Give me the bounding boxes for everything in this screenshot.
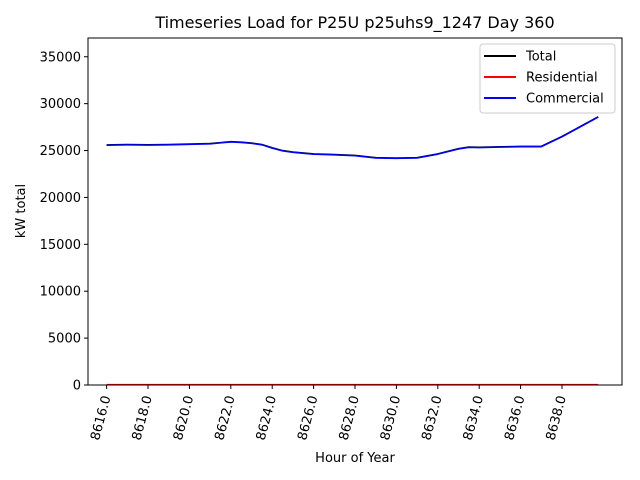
x-tick-label: 8620.0 <box>171 394 197 442</box>
x-tick-label: 8618.0 <box>130 394 156 442</box>
x-axis-label: Hour of Year <box>315 451 395 466</box>
x-tick-label: 8636.0 <box>502 394 528 442</box>
y-axis: 0 5000 10000 15000 20000 25000 30000 35000 <box>40 50 88 394</box>
legend-items: Total Residential Commercial <box>484 50 604 107</box>
legend-label-total: Total <box>525 50 556 65</box>
series-layer <box>106 116 599 386</box>
x-tick-label: 8638.0 <box>544 394 570 442</box>
y-axis-label: kW total <box>14 184 29 238</box>
y-tick-label: 5000 <box>48 332 81 347</box>
chart-title: Timeseries Load for P25U p25uhs9_1247 Da… <box>154 13 554 33</box>
x-tick-label: 8632.0 <box>419 394 445 442</box>
x-tick-label: 8630.0 <box>378 394 404 442</box>
x-tick-label: 8616.0 <box>88 394 114 442</box>
y-tick-label: 15000 <box>40 238 81 253</box>
y-tick-label: 30000 <box>40 97 81 112</box>
x-tick-label: 8634.0 <box>461 394 487 442</box>
x-axis: 8616.0 8618.0 8620.0 8622.0 8624.0 8626.0 8628… <box>88 385 570 442</box>
y-tick-label: 0 <box>73 379 81 394</box>
y-tick-label: 10000 <box>40 285 81 300</box>
y-tick-label: 20000 <box>40 191 81 206</box>
y-tick-label: 25000 <box>40 144 81 159</box>
legend: Total Residential Commercial <box>479 43 616 114</box>
series-line-total <box>106 116 599 159</box>
x-tick-label: 8628.0 <box>337 394 363 442</box>
x-tick-label: 8624.0 <box>254 394 280 442</box>
legend-label-residential: Residential <box>526 71 598 86</box>
legend-label-commercial: Commercial <box>526 92 604 107</box>
series-line-commercial <box>106 116 599 160</box>
y-tick-label: 35000 <box>40 50 81 65</box>
x-tick-label: 8622.0 <box>212 394 238 442</box>
legend-box <box>479 43 616 114</box>
x-tick-label: 8626.0 <box>295 394 321 442</box>
